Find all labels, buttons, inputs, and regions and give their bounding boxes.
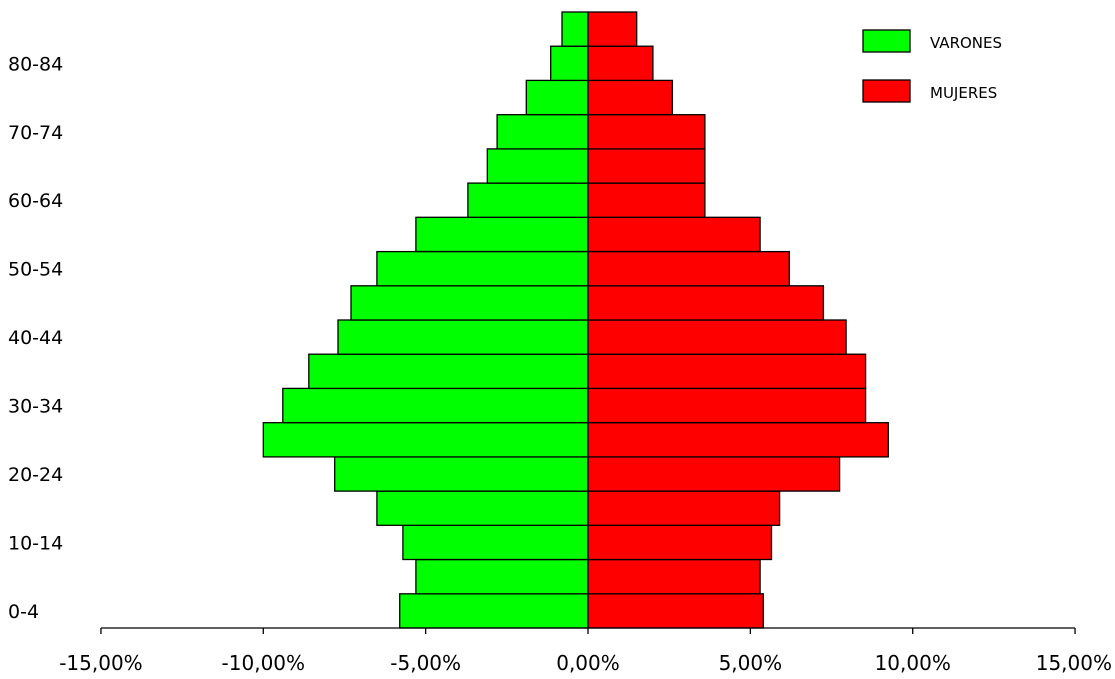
category-labels: 0-4 10-14 20-24 30-34 40-44 50-54 60-64 70-74 80… bbox=[8, 53, 63, 623]
legend-swatch-varones bbox=[862, 29, 911, 53]
bar-varones-35-39 bbox=[308, 353, 589, 390]
x-tick-label: 0,00% bbox=[556, 651, 620, 675]
category-label-20-24: 20-24 bbox=[8, 464, 63, 486]
bar-varones-80-84 bbox=[550, 45, 589, 82]
bar-mujeres-55-59 bbox=[587, 216, 761, 253]
bar-mujeres-65-69 bbox=[587, 148, 706, 184]
bar-varones-0-4 bbox=[399, 593, 589, 629]
bar-varones-40-44 bbox=[337, 319, 589, 355]
bar-mujeres-35-39 bbox=[587, 353, 867, 390]
bar-mujeres-70-74 bbox=[587, 114, 706, 150]
bar-mujeres-10-14 bbox=[587, 524, 773, 561]
bar-varones-65-69 bbox=[486, 148, 589, 184]
legend: VARONES MUJERES bbox=[862, 29, 1002, 103]
bar-mujeres-5-9 bbox=[587, 558, 761, 595]
bar-mujeres-15-19 bbox=[587, 490, 781, 526]
category-label-0-4: 0-4 bbox=[8, 601, 39, 623]
category-label-10-14: 10-14 bbox=[8, 532, 63, 554]
bar-varones-70-74 bbox=[496, 114, 589, 150]
bar-varones-5-9 bbox=[415, 558, 589, 595]
x-tick-label: -10,00% bbox=[222, 651, 305, 675]
bar-mujeres-75-79 bbox=[587, 79, 674, 116]
legend-swatch-mujeres bbox=[862, 79, 911, 103]
bar-varones-15-19 bbox=[376, 490, 589, 526]
bar-mujeres-30-34 bbox=[587, 387, 867, 424]
bar-varones-20-24 bbox=[334, 456, 589, 492]
bar-mujeres-25-29 bbox=[587, 422, 889, 458]
bar-varones-30-34 bbox=[282, 387, 589, 424]
x-axis: -15,00% -10,00% -5,00% 0,00% 5,00% 10,00% 15,0… bbox=[59, 627, 1112, 675]
bar-varones-85+ bbox=[561, 11, 589, 47]
x-tick-label: 5,00% bbox=[719, 651, 783, 675]
category-label-50-54: 50-54 bbox=[8, 259, 63, 281]
bar-mujeres-20-24 bbox=[587, 456, 841, 492]
category-label-40-44: 40-44 bbox=[8, 327, 63, 349]
bar-varones-45-49 bbox=[350, 285, 589, 321]
bar-varones-55-59 bbox=[415, 216, 589, 253]
bar-mujeres-60-64 bbox=[587, 182, 706, 218]
x-tick-label: -15,00% bbox=[59, 651, 142, 675]
bar-mujeres-80-84 bbox=[587, 45, 654, 82]
bar-mujeres-0-4 bbox=[587, 593, 764, 629]
category-label-80-84: 80-84 bbox=[8, 53, 63, 75]
bar-mujeres-40-44 bbox=[587, 319, 847, 355]
legend-label-varones: VARONES bbox=[930, 34, 1002, 52]
bars-group bbox=[262, 11, 889, 629]
bar-varones-75-79 bbox=[525, 79, 589, 116]
bar-varones-25-29 bbox=[262, 422, 589, 458]
bar-varones-60-64 bbox=[467, 182, 589, 218]
legend-label-mujeres: MUJERES bbox=[930, 84, 997, 102]
x-tick-label: -5,00% bbox=[390, 651, 461, 675]
x-tick-label: 15,00% bbox=[1036, 651, 1112, 675]
bar-mujeres-45-49 bbox=[587, 285, 825, 321]
category-label-70-74: 70-74 bbox=[8, 122, 63, 144]
x-tick-label: 10,00% bbox=[875, 651, 951, 675]
bar-mujeres-50-54 bbox=[587, 250, 790, 287]
bar-varones-10-14 bbox=[402, 524, 589, 561]
bar-mujeres-85+ bbox=[587, 11, 638, 47]
bar-varones-50-54 bbox=[376, 250, 589, 287]
category-label-30-34: 30-34 bbox=[8, 396, 63, 418]
category-label-60-64: 60-64 bbox=[8, 190, 63, 212]
